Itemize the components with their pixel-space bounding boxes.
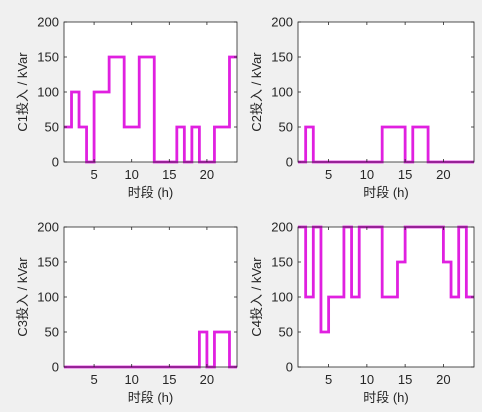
x-tick-label: 15 bbox=[398, 167, 412, 182]
y-axis-label: C1投入 / kVar bbox=[15, 52, 30, 132]
y-tick-label: 0 bbox=[286, 155, 293, 170]
x-tick-label: 10 bbox=[124, 372, 138, 387]
y-tick-label: 50 bbox=[45, 325, 59, 340]
y-tick-label: 50 bbox=[279, 325, 293, 340]
series-line-1 bbox=[298, 225, 474, 334]
x-axis-label: 时段 (h) bbox=[128, 185, 174, 200]
plot-area bbox=[64, 227, 237, 367]
x-tick-label: 5 bbox=[325, 372, 332, 387]
y-axis-label: C2投入 / kVar bbox=[249, 52, 264, 132]
y-tick-label: 150 bbox=[37, 50, 59, 65]
x-tick-label: 10 bbox=[124, 167, 138, 182]
y-tick-label: 50 bbox=[279, 120, 293, 135]
y-tick-label: 150 bbox=[271, 255, 293, 270]
x-tick-label: 20 bbox=[200, 372, 214, 387]
y-tick-label: 0 bbox=[52, 360, 59, 375]
y-tick-label: 150 bbox=[37, 255, 59, 270]
y-axis-label: C4投入 / kVar bbox=[249, 257, 264, 337]
x-tick-label: 15 bbox=[162, 167, 176, 182]
x-tick-label: 15 bbox=[398, 372, 412, 387]
x-tick-label: 5 bbox=[325, 167, 332, 182]
x-axis-label: 时段 (h) bbox=[363, 185, 409, 200]
x-tick-label: 5 bbox=[90, 167, 97, 182]
y-axis-label: C3投入 / kVar bbox=[15, 257, 30, 337]
y-tick-label: 0 bbox=[52, 155, 59, 170]
y-tick-label: 100 bbox=[37, 85, 59, 100]
plot-area bbox=[64, 22, 237, 162]
y-tick-label: 200 bbox=[271, 15, 293, 30]
y-tick-label: 150 bbox=[271, 50, 293, 65]
y-tick-label: 100 bbox=[271, 85, 293, 100]
x-tick-label: 5 bbox=[90, 372, 97, 387]
x-tick-label: 10 bbox=[360, 372, 374, 387]
y-tick-label: 200 bbox=[37, 15, 59, 30]
x-axis-label: 时段 (h) bbox=[363, 390, 409, 405]
x-tick-label: 20 bbox=[436, 167, 450, 182]
x-tick-label: 15 bbox=[162, 372, 176, 387]
y-tick-label: 100 bbox=[271, 290, 293, 305]
x-tick-label: 20 bbox=[436, 372, 450, 387]
y-tick-label: 200 bbox=[271, 220, 293, 235]
x-tick-label: 20 bbox=[200, 167, 214, 182]
y-tick-label: 100 bbox=[37, 290, 59, 305]
y-tick-label: 0 bbox=[286, 360, 293, 375]
plot-area bbox=[298, 22, 474, 162]
x-axis-label: 时段 (h) bbox=[128, 390, 174, 405]
y-tick-label: 200 bbox=[37, 220, 59, 235]
y-tick-label: 50 bbox=[45, 120, 59, 135]
x-tick-label: 10 bbox=[360, 167, 374, 182]
